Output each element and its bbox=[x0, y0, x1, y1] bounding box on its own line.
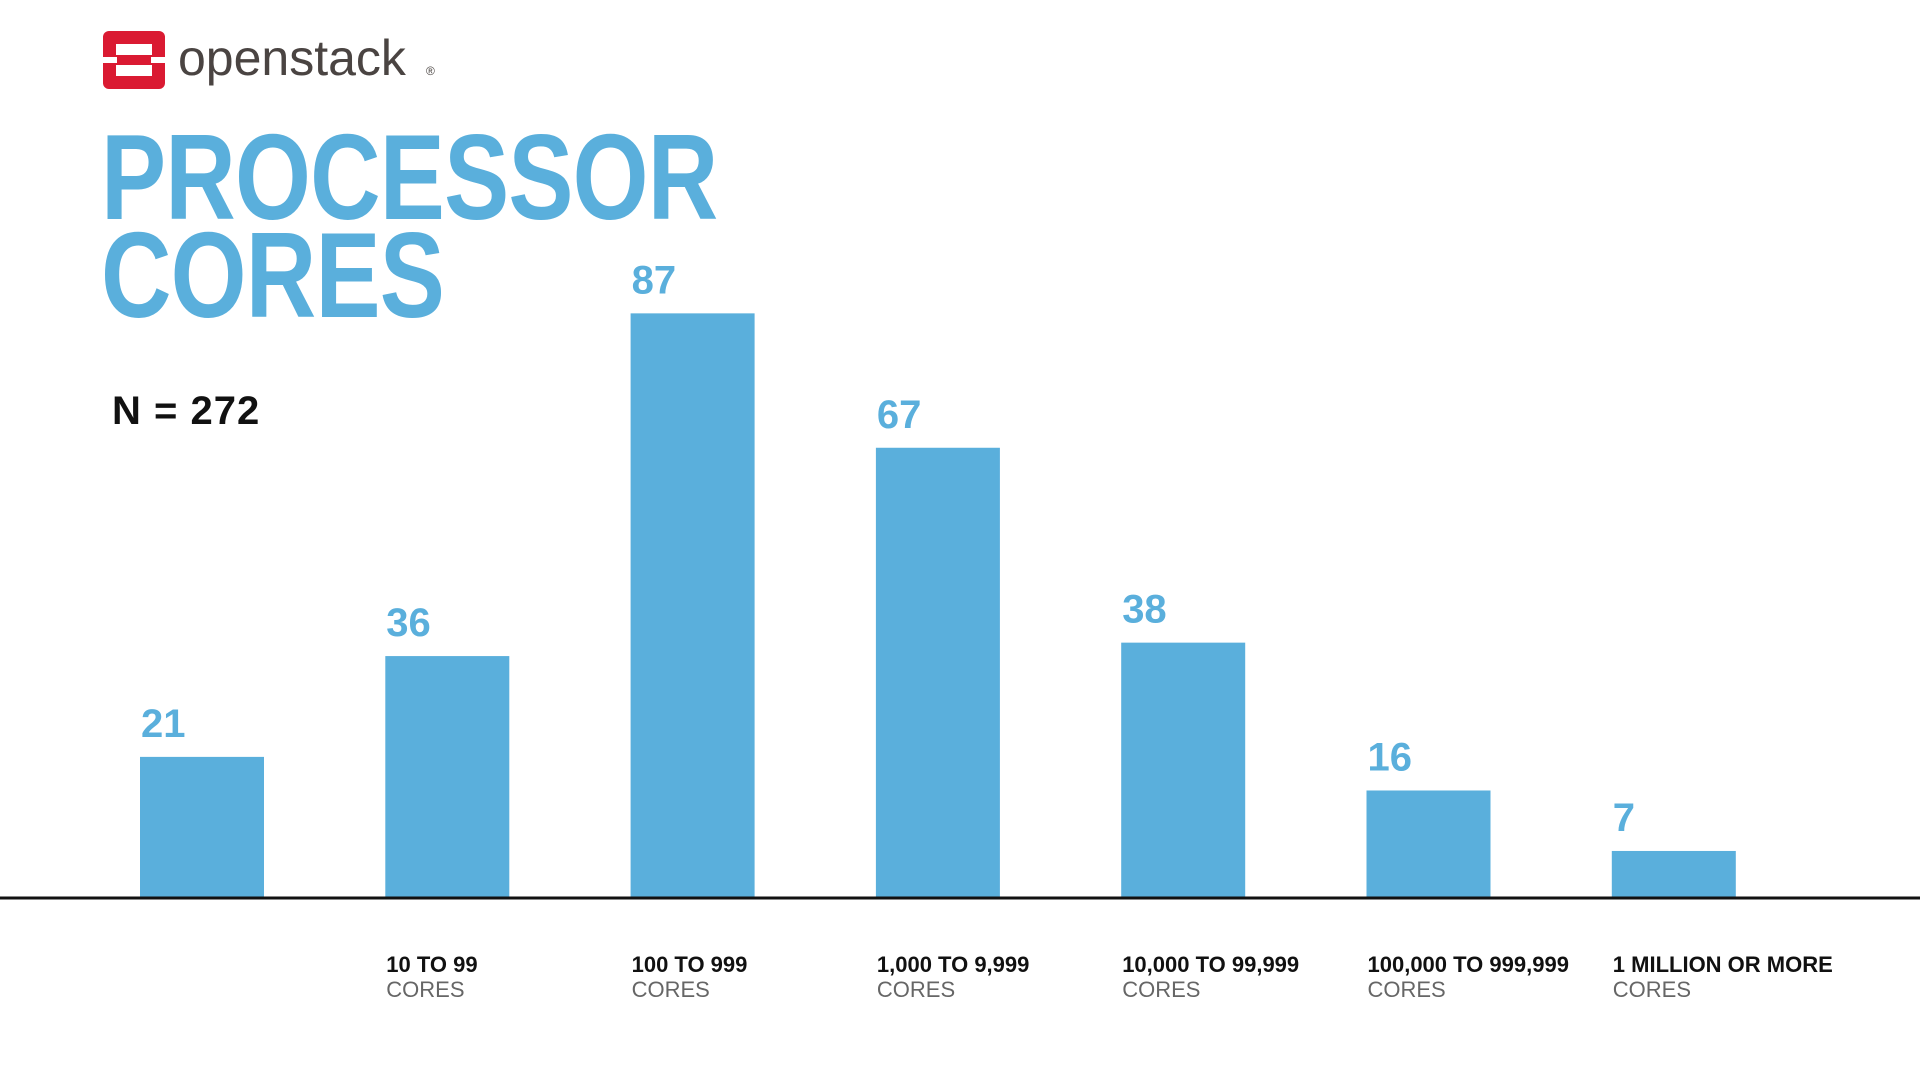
bar bbox=[140, 756, 264, 898]
bar bbox=[875, 447, 1000, 898]
x-tick-sublabel: CORES bbox=[1122, 977, 1200, 1002]
x-tick-label: 10,000 TO 99,999 bbox=[1122, 952, 1299, 977]
logo: openstack ® bbox=[103, 30, 435, 89]
value-label: 36 bbox=[386, 601, 431, 645]
brand-mark: ® bbox=[426, 64, 435, 78]
x-tick-label: 1 MILLION OR MORE bbox=[1613, 952, 1833, 977]
x-tick-sublabel: CORES bbox=[877, 977, 955, 1002]
logo-icon-band bbox=[103, 55, 165, 65]
x-tick-label: 100,000 TO 999,999 bbox=[1368, 952, 1569, 977]
x-tick-sublabel: CORES bbox=[1613, 977, 1691, 1002]
bar bbox=[1611, 850, 1736, 898]
x-tick-label: 100 TO 999 bbox=[632, 952, 748, 977]
value-label: 38 bbox=[1122, 588, 1167, 632]
annotation: N = 272 bbox=[112, 389, 260, 433]
bar bbox=[630, 313, 755, 898]
x-tick-label: 1,000 TO 9,999 bbox=[877, 952, 1030, 977]
logo-icon-notch bbox=[103, 57, 117, 63]
bar bbox=[385, 656, 510, 898]
value-label: 87 bbox=[632, 258, 677, 302]
x-tick-sublabel: CORES bbox=[386, 977, 464, 1002]
bar bbox=[1366, 790, 1491, 898]
brand-name: openstack bbox=[178, 30, 407, 86]
value-label: 21 bbox=[141, 702, 186, 746]
value-label: 67 bbox=[877, 393, 922, 437]
x-tick-sublabel: CORES bbox=[1368, 977, 1446, 1002]
chart-title: PROCESSOR CORES bbox=[101, 109, 718, 343]
value-label: 7 bbox=[1613, 796, 1635, 840]
logo-icon-notch bbox=[151, 57, 165, 63]
bar bbox=[1121, 642, 1246, 898]
x-tick-label: 10 TO 99 bbox=[386, 952, 477, 977]
x-tick-sublabel: CORES bbox=[632, 977, 710, 1002]
value-label: 16 bbox=[1368, 735, 1413, 779]
